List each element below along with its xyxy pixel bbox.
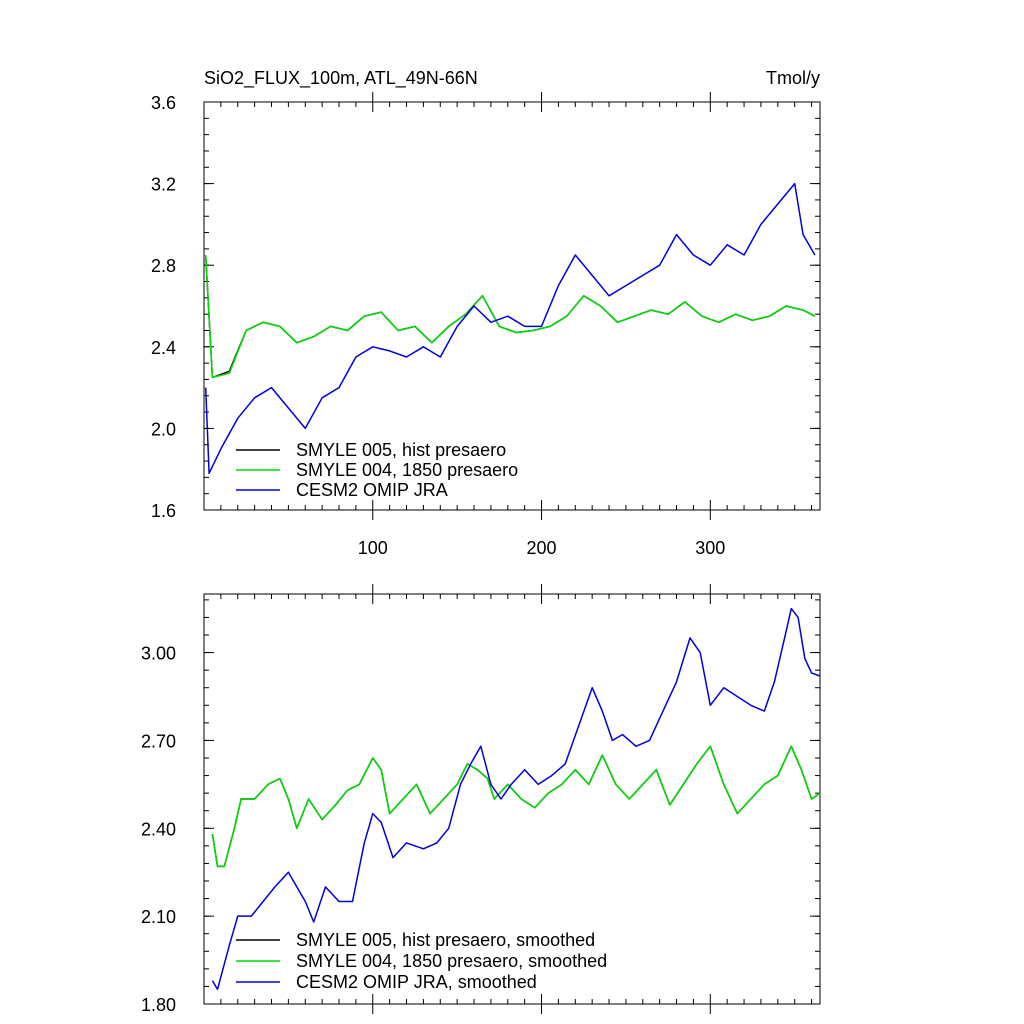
y-tick-label: 1.6 [151, 501, 176, 521]
legend-label-1: SMYLE 004, 1850 presaero [296, 460, 518, 480]
x-tick-label: 200 [527, 538, 557, 558]
bottom-chart-legend: SMYLE 005, hist presaero, smoothedSMYLE … [236, 930, 607, 992]
y-tick-label: 2.10 [141, 907, 176, 927]
top-chart-units: Tmol/y [766, 68, 820, 88]
x-tick-label: 300 [695, 538, 725, 558]
series-line-2 [211, 607, 821, 991]
legend-label-2: CESM2 OMIP JRA [296, 480, 448, 500]
bottom-chart-plot-frame [203, 593, 821, 1005]
series-line-2 [204, 182, 816, 475]
y-tick-label: 3.00 [141, 644, 176, 664]
series-line-1 [204, 254, 816, 379]
y-tick-label: 2.40 [141, 819, 176, 839]
legend-label-1: SMYLE 004, 1850 presaero, smoothed [296, 951, 607, 971]
top-chart-title: SiO2_FLUX_100m, ATL_49N-66N [204, 68, 478, 89]
bottom-chart-series [211, 607, 821, 991]
y-tick-label: 2.0 [151, 419, 176, 439]
bottom-chart: 1.80 2.10 2.40 2.70 3.00 SMYLE 005, hist pre… [141, 584, 821, 1015]
series-line-1 [211, 745, 821, 868]
legend-label-0: SMYLE 005, hist presaero, smoothed [296, 930, 595, 950]
bottom-chart-y-axis: 1.80 2.10 2.40 2.70 3.00 [141, 599, 820, 1015]
top-chart: SiO2_FLUX_100m, ATL_49N-66N Tmol/y 1.6 2.… [151, 68, 821, 558]
top-chart-x-axis: 100 200 300 [220, 92, 813, 558]
y-tick-label: 2.8 [151, 256, 176, 276]
y-tick-label: 1.80 [141, 995, 176, 1015]
x-tick-label: 100 [358, 538, 388, 558]
bottom-chart-x-axis [220, 584, 813, 1014]
legend-label-0: SMYLE 005, hist presaero [296, 440, 506, 460]
y-tick-label: 3.6 [151, 93, 176, 113]
top-chart-series [204, 182, 816, 475]
legend-label-2: CESM2 OMIP JRA, smoothed [296, 972, 537, 992]
y-tick-label: 2.70 [141, 731, 176, 751]
series-line-0 [211, 745, 821, 868]
y-tick-label: 2.4 [151, 338, 176, 358]
series-line-0 [204, 254, 816, 379]
top-chart-y-axis: 1.6 2.0 2.4 2.8 3.2 3.6 [151, 93, 820, 521]
top-chart-plot-frame [203, 101, 821, 511]
y-tick-label: 3.2 [151, 175, 176, 195]
